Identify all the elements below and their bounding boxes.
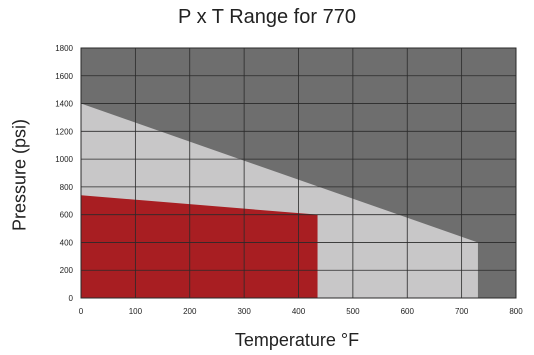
y-tick-label: 200 — [60, 266, 74, 275]
plot-border — [80, 47, 517, 299]
y-tick-label: 1800 — [55, 44, 73, 53]
x-tick-label: 100 — [129, 307, 143, 316]
y-tick-label: 400 — [60, 238, 74, 247]
x-tick-label: 500 — [346, 307, 360, 316]
x-tick-label: 0 — [79, 307, 84, 316]
y-tick-label: 1400 — [55, 100, 73, 109]
y-tick-label: 800 — [60, 183, 74, 192]
x-axis-label: Temperature °F — [234, 330, 360, 350]
y-tick-label: 0 — [69, 294, 74, 303]
y-tick-label: 1600 — [55, 72, 73, 81]
x-tick-label: 700 — [455, 307, 469, 316]
x-tick-label: 400 — [292, 307, 306, 316]
x-tick-label: 800 — [509, 307, 523, 316]
restricted-range-region — [81, 195, 318, 298]
x-tick-label: 300 — [237, 307, 251, 316]
x-tick-label: 200 — [183, 307, 197, 316]
y-tick-label: 1000 — [55, 155, 73, 164]
chart-title: P x T Range for 770 — [178, 6, 356, 28]
y-tick-label: 1200 — [55, 127, 73, 136]
y-tick-label: 600 — [60, 211, 74, 220]
x-tick-label: 600 — [401, 307, 415, 316]
